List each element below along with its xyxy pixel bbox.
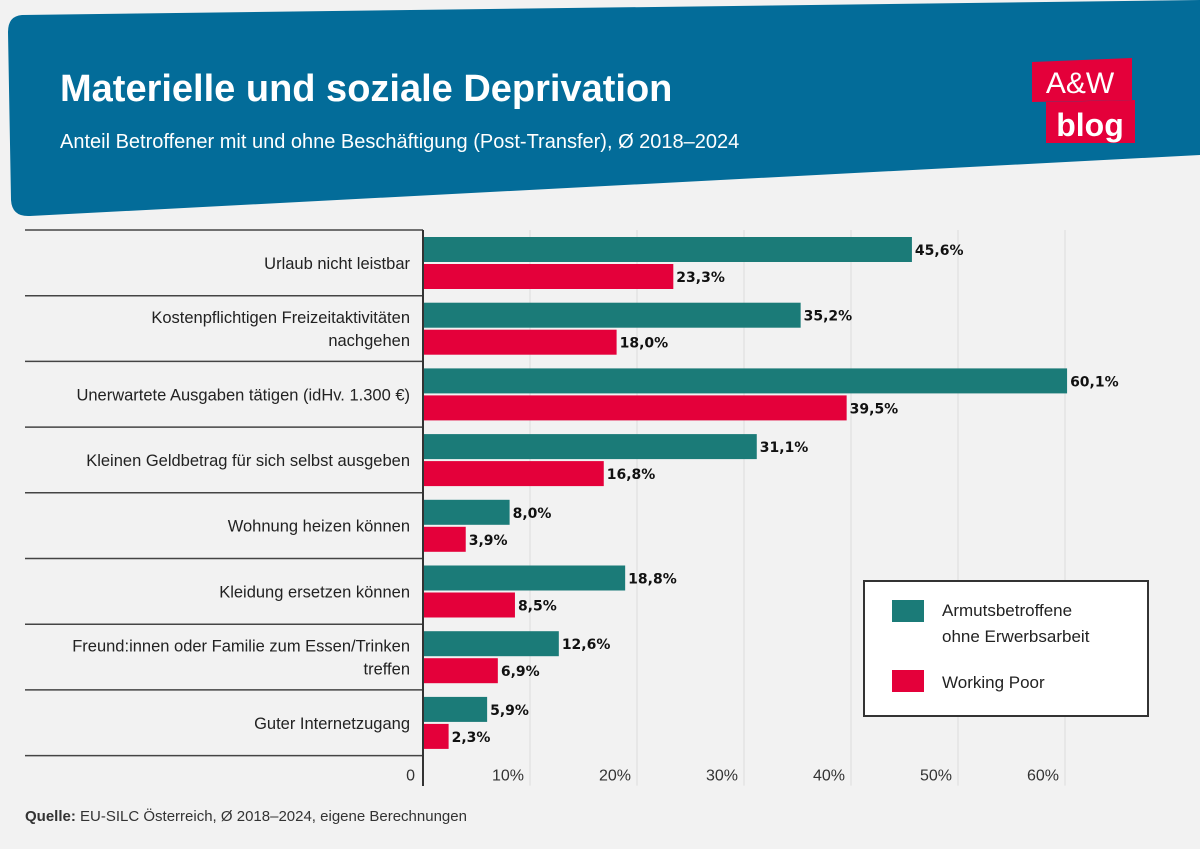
- svg-text:blog: blog: [1056, 107, 1124, 143]
- data-label: 18,8%: [628, 572, 677, 588]
- category-label: Freund:innen oder Familie zum Essen/Trin…: [72, 638, 410, 656]
- bar-working-poor: [424, 526, 466, 552]
- chart-title: Materielle und soziale Deprivation: [60, 68, 672, 110]
- bar-armutsbetroffene: [424, 696, 488, 722]
- x-tick-label: 30%: [706, 768, 738, 785]
- bar-working-poor: [424, 592, 515, 618]
- category-label: Guter Internetzugang: [254, 715, 410, 733]
- legend-swatch-series1: [892, 600, 924, 622]
- category-label: Urlaub nicht leistbar: [264, 255, 410, 273]
- category-label: Kostenpflichtigen Freizeitaktivitäten: [151, 309, 410, 327]
- data-label: 6,9%: [501, 664, 540, 680]
- bar-working-poor: [424, 264, 674, 289]
- bar-armutsbetroffene: [424, 237, 912, 262]
- data-label: 39,5%: [850, 401, 899, 417]
- logo: A&W blog: [1032, 58, 1135, 143]
- category-label: Wohnung heizen können: [228, 518, 410, 536]
- category-label: Kleinen Geldbetrag für sich selbst ausge…: [86, 452, 410, 470]
- source-note: Quelle: EU-SILC Österreich, Ø 2018–2024,…: [25, 807, 467, 825]
- data-label: 45,6%: [915, 243, 964, 259]
- legend: Armutsbetroffene ohne Erwerbsarbeit Work…: [863, 580, 1149, 717]
- data-label: 31,1%: [760, 440, 809, 456]
- bar-armutsbetroffene: [424, 434, 757, 460]
- bar-armutsbetroffene: [424, 302, 801, 328]
- category-label: treffen: [364, 661, 410, 679]
- x-tick-label: 60%: [1027, 768, 1059, 785]
- data-label: 16,8%: [607, 467, 656, 483]
- legend-label: ohne Erwerbsarbeit: [942, 627, 1090, 646]
- data-label: 35,2%: [804, 309, 853, 325]
- data-label: 23,3%: [676, 270, 725, 286]
- legend-swatch-series2: [892, 670, 924, 692]
- bar-armutsbetroffene: [424, 499, 510, 525]
- x-tick-label: 20%: [599, 768, 631, 785]
- data-label: 3,9%: [469, 533, 508, 549]
- data-label: 60,1%: [1070, 374, 1119, 390]
- data-label: 8,0%: [513, 506, 552, 522]
- data-label: 18,0%: [620, 336, 669, 352]
- data-label: 8,5%: [518, 599, 557, 615]
- bar-working-poor: [424, 329, 617, 355]
- bar-working-poor: [424, 658, 498, 684]
- category-label: Kleidung ersetzen können: [219, 583, 410, 601]
- bar-armutsbetroffene: [424, 368, 1068, 394]
- legend-label: Armutsbetroffene: [942, 601, 1072, 620]
- svg-text:A&W: A&W: [1046, 67, 1115, 100]
- chart-subtitle: Anteil Betroffener mit und ohne Beschäft…: [60, 131, 739, 153]
- category-label: Unerwartete Ausgaben tätigen (idHv. 1.30…: [76, 386, 410, 404]
- data-label: 12,6%: [562, 637, 611, 653]
- x-tick-label: 50%: [920, 768, 952, 785]
- x-tick-label: 40%: [813, 768, 845, 785]
- bar-working-poor: [424, 395, 847, 421]
- bar-working-poor: [424, 461, 604, 487]
- x-tick-label: 10%: [492, 768, 524, 785]
- data-label: 2,3%: [452, 730, 491, 746]
- category-label: nachgehen: [328, 332, 410, 350]
- bar-armutsbetroffene: [424, 631, 559, 657]
- data-label: 5,9%: [490, 703, 529, 719]
- bar-working-poor: [424, 723, 449, 749]
- header-banner: [8, 0, 1200, 217]
- bar-armutsbetroffene: [424, 565, 626, 591]
- legend-label: Working Poor: [942, 673, 1045, 692]
- x-tick-label: 0: [406, 768, 415, 785]
